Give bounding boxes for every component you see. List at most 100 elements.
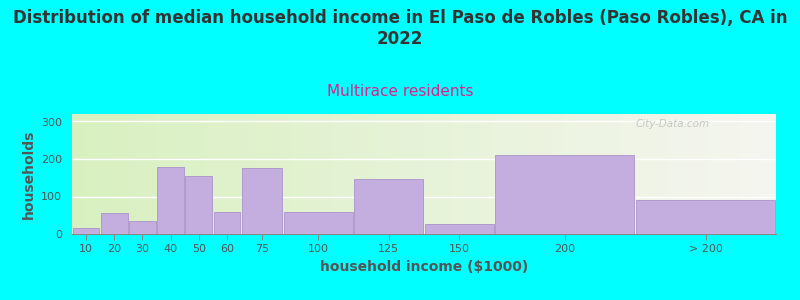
Bar — [515, 114, 522, 234]
Bar — [438, 114, 445, 234]
Bar — [445, 114, 452, 234]
Bar — [713, 114, 720, 234]
Bar — [769, 114, 776, 234]
Bar — [361, 114, 368, 234]
Bar — [628, 114, 635, 234]
Bar — [178, 114, 185, 234]
Bar — [636, 200, 775, 234]
Bar — [522, 114, 530, 234]
Bar — [706, 114, 713, 234]
Bar — [586, 114, 593, 234]
Bar — [298, 114, 304, 234]
Bar — [255, 114, 262, 234]
Bar — [565, 114, 572, 234]
Bar — [374, 114, 382, 234]
Bar — [192, 114, 198, 234]
Bar — [186, 176, 212, 234]
Bar — [537, 114, 544, 234]
Bar — [368, 114, 374, 234]
Bar — [157, 167, 184, 234]
Bar — [607, 114, 614, 234]
Bar — [621, 114, 628, 234]
Bar — [234, 114, 241, 234]
Bar — [550, 114, 558, 234]
Bar — [241, 114, 248, 234]
Bar — [214, 212, 240, 234]
Bar — [326, 114, 333, 234]
Bar — [206, 114, 213, 234]
Bar — [670, 114, 678, 234]
Bar — [198, 114, 206, 234]
Bar — [466, 114, 474, 234]
Bar — [122, 114, 128, 234]
Bar — [242, 168, 282, 234]
Bar — [685, 114, 691, 234]
Bar — [600, 114, 607, 234]
Bar — [389, 114, 396, 234]
Bar — [86, 114, 93, 234]
Bar — [502, 114, 509, 234]
Text: Multirace residents: Multirace residents — [326, 84, 474, 99]
X-axis label: household income ($1000): household income ($1000) — [320, 260, 528, 274]
Bar — [73, 228, 99, 234]
Bar — [720, 114, 726, 234]
Bar — [748, 114, 755, 234]
Bar — [170, 114, 178, 234]
Bar — [311, 114, 318, 234]
Bar — [346, 114, 354, 234]
Bar — [425, 224, 494, 234]
Bar — [417, 114, 424, 234]
Bar — [129, 221, 156, 234]
Bar — [403, 114, 410, 234]
Bar — [150, 114, 157, 234]
Bar — [452, 114, 459, 234]
Bar — [741, 114, 748, 234]
Bar — [593, 114, 600, 234]
Bar — [544, 114, 550, 234]
Bar — [339, 114, 346, 234]
Bar — [734, 114, 741, 234]
Bar — [509, 114, 515, 234]
Bar — [396, 114, 403, 234]
Bar — [284, 212, 353, 234]
Bar — [93, 114, 100, 234]
Bar — [474, 114, 480, 234]
Y-axis label: households: households — [22, 129, 35, 219]
Bar — [487, 114, 494, 234]
Bar — [650, 114, 656, 234]
Bar — [726, 114, 734, 234]
Bar — [135, 114, 142, 234]
Bar — [382, 114, 389, 234]
Bar — [220, 114, 227, 234]
Bar — [185, 114, 192, 234]
Bar — [128, 114, 135, 234]
Bar — [354, 178, 423, 234]
Bar — [635, 114, 642, 234]
Bar — [495, 155, 634, 234]
Bar — [424, 114, 431, 234]
Bar — [114, 114, 122, 234]
Bar — [283, 114, 290, 234]
Bar — [100, 114, 107, 234]
Bar — [678, 114, 685, 234]
Bar — [663, 114, 670, 234]
Bar — [107, 114, 114, 234]
Bar — [459, 114, 466, 234]
Bar — [163, 114, 170, 234]
Bar — [304, 114, 311, 234]
Bar — [248, 114, 255, 234]
Bar — [269, 114, 276, 234]
Bar — [642, 114, 650, 234]
Bar — [318, 114, 326, 234]
Bar — [494, 114, 502, 234]
Bar — [354, 114, 361, 234]
Bar — [142, 114, 150, 234]
Bar — [276, 114, 283, 234]
Bar — [101, 213, 128, 234]
Bar — [333, 114, 339, 234]
Bar — [262, 114, 269, 234]
Bar — [72, 114, 79, 234]
Bar — [431, 114, 438, 234]
Bar — [213, 114, 220, 234]
Bar — [691, 114, 698, 234]
